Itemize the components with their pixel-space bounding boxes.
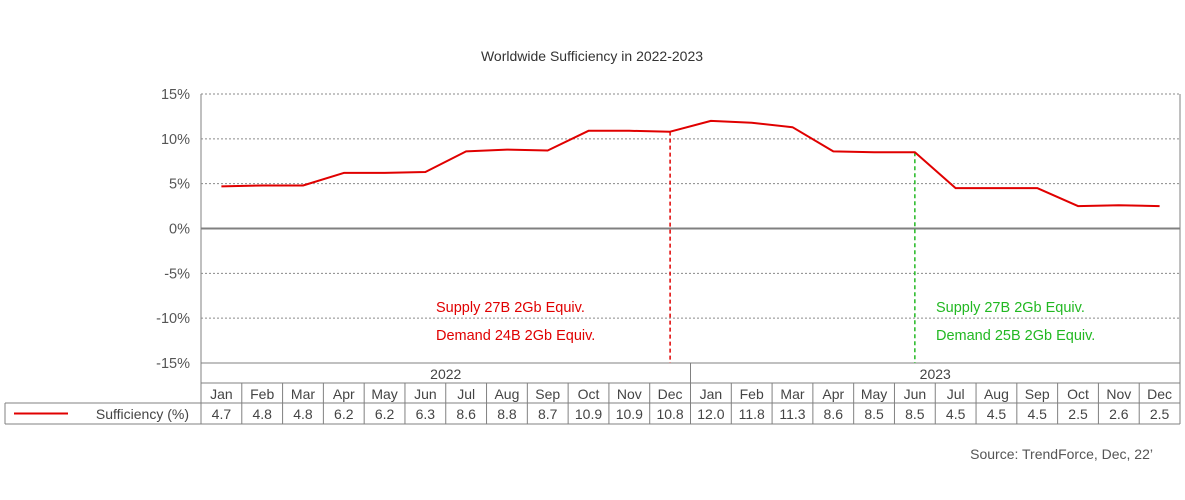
x-tick-label: Apr <box>333 386 355 402</box>
data-label: 11.8 <box>739 406 765 422</box>
data-label: 8.8 <box>497 406 517 422</box>
data-label: 11.3 <box>779 406 805 422</box>
reference-lines <box>669 131 916 363</box>
data-table: 2022 2023 Jan 4.7 Feb 4.8 Mar 4.8 Apr 6.2 May 6.2 Ju… <box>4 363 1181 425</box>
data-label: 6.2 <box>375 406 395 422</box>
data-label: 8.6 <box>824 406 844 422</box>
annotation-2023-demand: Demand 25B 2Gb Equiv. <box>936 328 1095 344</box>
grid-lines <box>200 93 1181 364</box>
year-label: 2022 <box>430 366 461 382</box>
x-tick-label: Jul <box>457 386 475 402</box>
x-tick-label: Feb <box>740 386 764 402</box>
data-label: 8.5 <box>864 406 884 422</box>
data-label: 8.7 <box>538 406 558 422</box>
series-lines <box>221 119 1160 208</box>
x-tick-label: Dec <box>1147 386 1172 402</box>
data-label: 2.6 <box>1109 406 1129 422</box>
year-label: 2023 <box>920 366 951 382</box>
y-tick-label: 5% <box>169 177 190 193</box>
y-tick-label: -5% <box>164 266 190 282</box>
x-tick-label: Aug <box>494 386 519 402</box>
data-label: 10.9 <box>575 406 602 422</box>
data-label: 2.5 <box>1150 406 1170 422</box>
y-tick-label: 10% <box>161 132 190 148</box>
x-tick-label: Nov <box>1106 386 1131 402</box>
data-label: 4.8 <box>293 406 313 422</box>
source-note: Source: TrendForce, Dec, 22’ <box>970 446 1153 462</box>
legend-label: Sufficiency (%) <box>96 406 189 422</box>
x-tick-label: Apr <box>822 386 844 402</box>
annotation-2022-demand: Demand 24B 2Gb Equiv. <box>436 328 595 344</box>
annotation-2022-supply: Supply 27B 2Gb Equiv. <box>436 300 585 316</box>
chart-title: Worldwide Sufficiency in 2022-2023 <box>481 48 703 64</box>
data-label: 10.8 <box>656 406 683 422</box>
data-label: 6.3 <box>416 406 436 422</box>
data-label: 4.8 <box>252 406 272 422</box>
data-label: 12.0 <box>697 406 724 422</box>
data-label: 4.5 <box>946 406 966 422</box>
x-tick-label: Jan <box>210 386 233 402</box>
x-tick-label: Sep <box>535 386 560 402</box>
x-tick-label: Jun <box>904 386 927 402</box>
data-label: 4.5 <box>987 406 1007 422</box>
x-tick-label: Aug <box>984 386 1009 402</box>
x-tick-label: Jul <box>947 386 965 402</box>
x-tick-label: Mar <box>291 386 315 402</box>
data-label: 10.9 <box>616 406 643 422</box>
annotation-2023-supply: Supply 27B 2Gb Equiv. <box>936 300 1085 316</box>
data-label: 4.5 <box>1027 406 1047 422</box>
data-label: 8.5 <box>905 406 925 422</box>
y-tick-label: -15% <box>156 356 190 372</box>
x-tick-label: Oct <box>578 386 600 402</box>
data-label: 2.5 <box>1068 406 1088 422</box>
data-label: 6.2 <box>334 406 354 422</box>
data-label: 8.6 <box>456 406 476 422</box>
series-line <box>221 119 1160 208</box>
y-tick-label: 15% <box>161 87 190 103</box>
x-tick-label: Oct <box>1067 386 1089 402</box>
y-tick-label: 0% <box>169 222 190 238</box>
x-tick-label: Jan <box>700 386 723 402</box>
x-tick-label: Jun <box>414 386 437 402</box>
y-tick-label: -10% <box>156 311 190 327</box>
x-tick-label: Sep <box>1025 386 1050 402</box>
x-tick-label: Feb <box>250 386 274 402</box>
x-tick-label: May <box>861 386 887 402</box>
y-axis: 15% 10% 5% 0% -5% -10% -15% <box>156 87 190 372</box>
x-tick-label: Nov <box>617 386 642 402</box>
x-tick-label: Dec <box>658 386 683 402</box>
annotations: Supply 27B 2Gb Equiv. Demand 24B 2Gb Equ… <box>436 300 1095 344</box>
data-label: 4.7 <box>212 406 232 422</box>
x-tick-label: May <box>371 386 397 402</box>
x-tick-label: Mar <box>780 386 804 402</box>
